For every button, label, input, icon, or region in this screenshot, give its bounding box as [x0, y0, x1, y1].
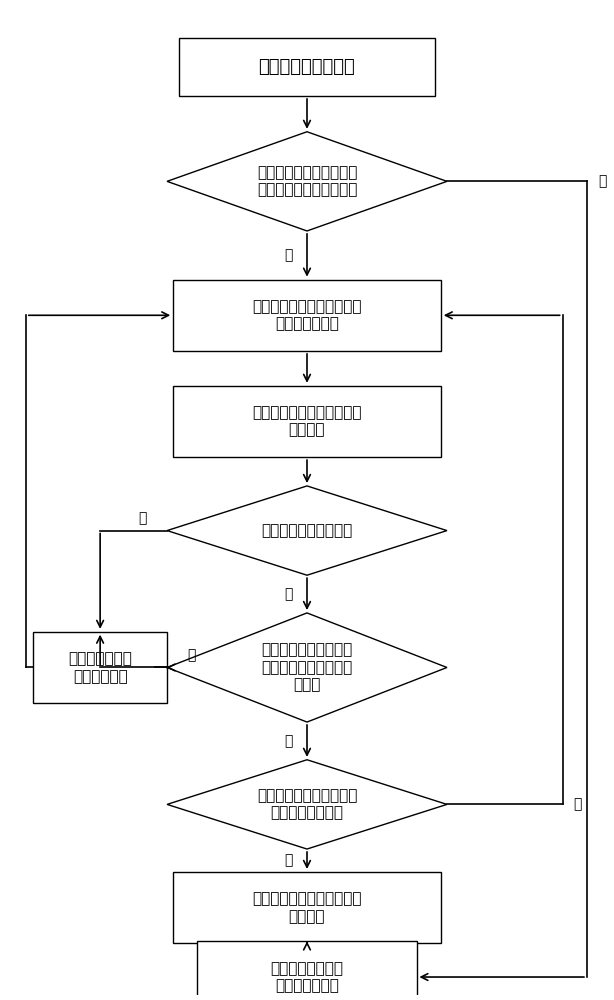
Text: 初始化划分聚合参数: 初始化划分聚合参数	[258, 58, 356, 76]
Text: 是: 是	[139, 512, 147, 526]
Text: 是: 是	[284, 853, 293, 867]
Text: 否: 否	[284, 587, 293, 601]
Text: 判断总搜索次数是否小于
最优中心机组簇搜索次数: 判断总搜索次数是否小于 最优中心机组簇搜索次数	[257, 165, 357, 198]
FancyBboxPatch shape	[33, 632, 167, 703]
FancyBboxPatch shape	[179, 38, 435, 96]
Text: 输出最佳中心风机
簇，并结束搜索: 输出最佳中心风机 簇，并结束搜索	[271, 961, 343, 993]
Text: 替换中心机组簇
为相邻机组簇: 替换中心机组簇 为相邻机组簇	[68, 651, 132, 684]
Polygon shape	[167, 760, 447, 849]
FancyBboxPatch shape	[198, 941, 416, 1000]
Polygon shape	[167, 132, 447, 231]
Text: 任意选定初始中心机组簇，
并划分风机样本: 任意选定初始中心机组簇， 并划分风机样本	[252, 299, 362, 331]
Text: 任意选定相邻机组簇，并计
算代价差: 任意选定相邻机组簇，并计 算代价差	[252, 405, 362, 438]
Text: 判断相邻比较次数是否
小于最大相邻机组簇比
较次数: 判断相邻比较次数是否 小于最大相邻机组簇比 较次数	[262, 643, 352, 692]
FancyBboxPatch shape	[173, 280, 441, 351]
Text: 是: 是	[284, 248, 293, 262]
Polygon shape	[167, 486, 447, 575]
Polygon shape	[167, 613, 447, 722]
Text: 是: 是	[187, 649, 196, 663]
FancyBboxPatch shape	[173, 872, 441, 943]
Text: 当前中心机组簇即为最佳中
心风机簇: 当前中心机组簇即为最佳中 心风机簇	[252, 891, 362, 924]
Text: 判断当前中心机组簇代价
是否小于最小代价: 判断当前中心机组簇代价 是否小于最小代价	[257, 788, 357, 821]
FancyBboxPatch shape	[173, 386, 441, 457]
Text: 否: 否	[598, 174, 606, 188]
Text: 判断代价差是否小于零: 判断代价差是否小于零	[262, 523, 352, 538]
Text: 否: 否	[284, 734, 293, 748]
Text: 否: 否	[573, 797, 582, 811]
